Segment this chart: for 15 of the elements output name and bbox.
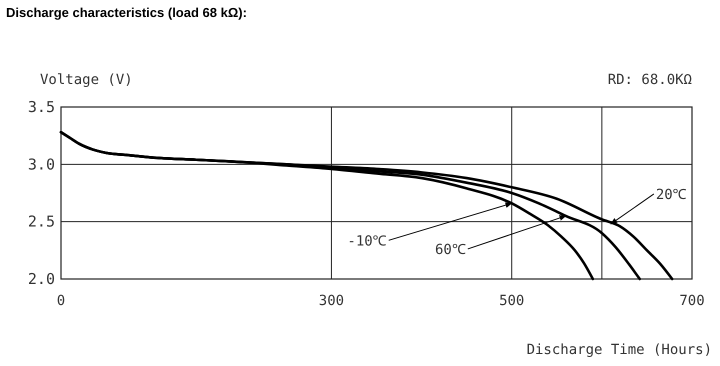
annotation: 60℃ [434,242,466,258]
x-tick-label: 500 [499,293,524,309]
x-tick-label: 300 [318,293,344,309]
annotation: 20℃ [656,186,687,203]
x-tick-label: 700 [679,293,705,309]
x-axis-title: Discharge Time (Hours) [526,342,712,358]
x-tick-label: 0 [56,293,66,309]
y-tick-label: 3.0 [28,155,55,174]
y-tick-label: 2.0 [28,270,55,288]
y-axis-title: Voltage (V) [40,72,133,88]
annotation: -10℃ [347,233,387,250]
y-tick-label: 3.5 [28,98,55,116]
text: RD: 68.0KΩ [608,72,692,88]
y-tick-label: 2.5 [28,212,55,231]
chart-title: Discharge characteristics (load 68 kΩ): [6,5,247,20]
